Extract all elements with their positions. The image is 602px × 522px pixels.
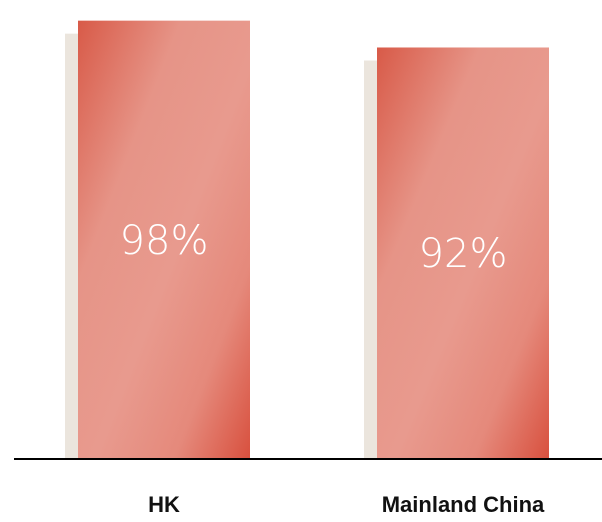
value-labels: 98% 92%: [120, 218, 508, 277]
category-labels: HK Mainland China: [148, 492, 545, 517]
category-label-0: HK: [148, 492, 180, 517]
bar-mainland-china: [377, 47, 549, 460]
category-label-1: Mainland China: [382, 492, 545, 517]
bar-hk: [78, 20, 250, 459]
value-label-0: 98%: [120, 218, 209, 264]
value-label-1: 92%: [419, 231, 508, 277]
bars: [78, 20, 549, 460]
